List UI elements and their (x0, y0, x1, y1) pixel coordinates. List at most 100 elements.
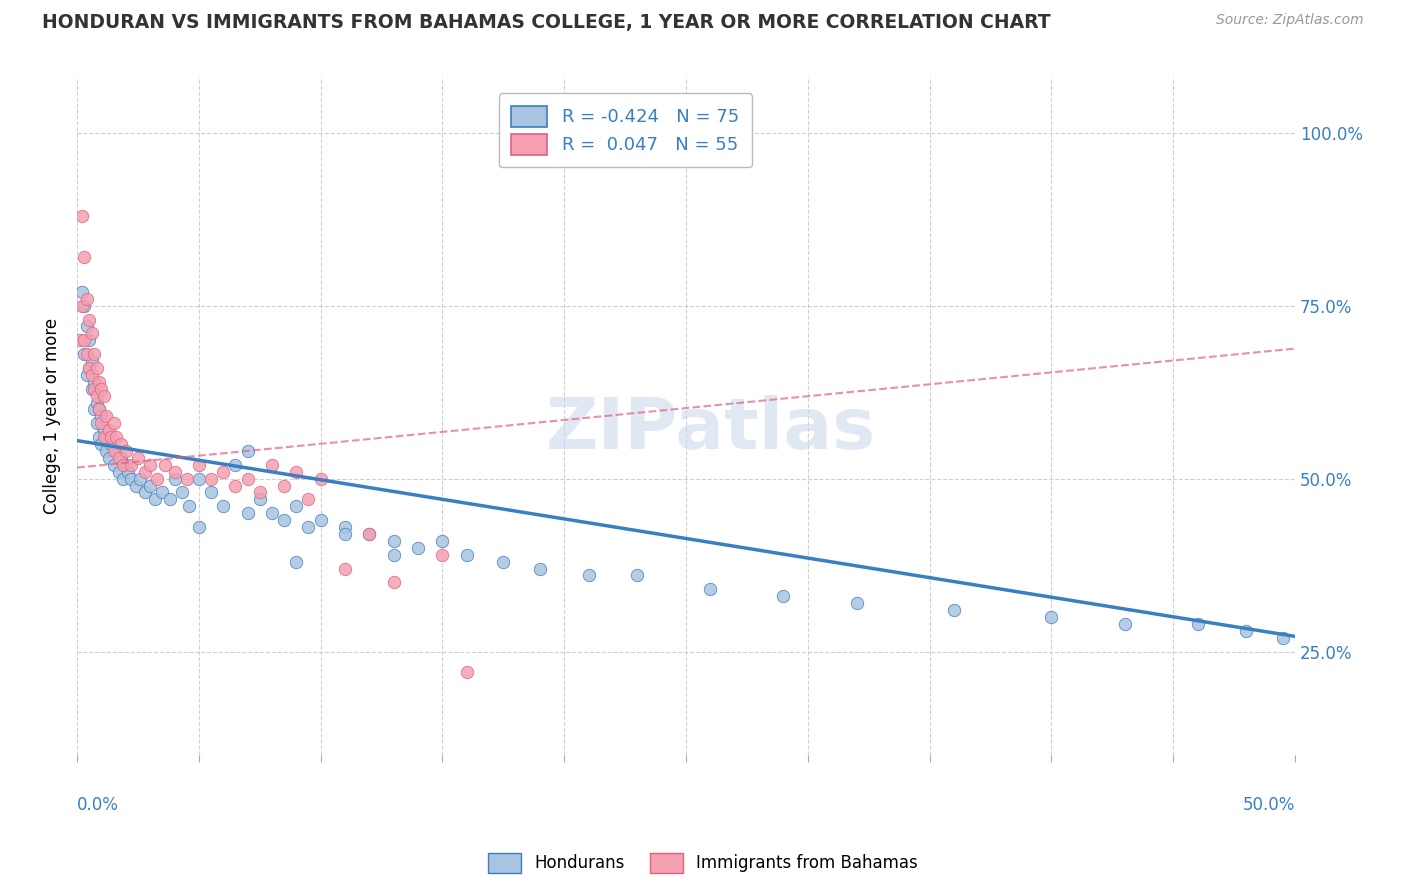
Point (70, 209, 93, 223)
Point (273, 478, 295, 492)
Point (159, 492, 181, 507)
Point (150, 485, 173, 500)
Point (139, 478, 162, 492)
Point (260, 506, 283, 520)
Point (120, 472, 142, 486)
Point (845, 596, 868, 610)
Point (153, 458, 176, 472)
Point (187, 458, 209, 472)
Point (83, 382, 105, 396)
Point (134, 465, 156, 479)
Point (163, 465, 186, 479)
Point (100, 437, 122, 451)
Y-axis label: College, 1 year or more: College, 1 year or more (44, 318, 60, 515)
Point (103, 417, 125, 431)
Point (96, 409, 118, 424)
Point (432, 548, 454, 562)
Point (134, 485, 156, 500)
Point (93, 389, 115, 403)
Point (86, 395, 108, 409)
Point (103, 458, 125, 472)
Point (76, 319, 98, 334)
Point (456, 548, 478, 562)
Point (73, 250, 96, 264)
Point (87, 402, 110, 417)
Point (200, 472, 222, 486)
Point (260, 458, 283, 472)
Text: 0.0%: 0.0% (77, 796, 120, 814)
Point (187, 520, 209, 534)
Point (176, 472, 198, 486)
Point (1234, 624, 1257, 638)
Point (77, 361, 100, 376)
Point (626, 568, 648, 582)
Point (1187, 616, 1209, 631)
Point (70, 285, 93, 299)
Point (772, 589, 794, 603)
Point (200, 485, 222, 500)
Point (297, 520, 319, 534)
Point (187, 472, 209, 486)
Point (110, 437, 132, 451)
Point (382, 533, 405, 548)
Point (112, 458, 135, 472)
Point (179, 500, 201, 514)
Point (236, 506, 259, 520)
Point (103, 444, 125, 458)
Point (83, 375, 105, 389)
Point (163, 472, 186, 486)
Point (309, 472, 332, 486)
Point (114, 458, 136, 472)
Point (212, 500, 235, 514)
Point (212, 465, 235, 479)
Point (77, 312, 100, 326)
Point (73, 334, 96, 348)
Text: Source: ZipAtlas.com: Source: ZipAtlas.com (1216, 13, 1364, 28)
Point (90, 437, 112, 451)
Point (83, 347, 105, 361)
Point (117, 465, 139, 479)
Point (333, 561, 356, 575)
Point (114, 444, 136, 458)
Point (170, 485, 193, 500)
Point (224, 478, 246, 492)
Point (943, 603, 966, 617)
Point (87, 375, 110, 389)
Point (80, 326, 103, 341)
Point (139, 458, 162, 472)
Point (120, 458, 142, 472)
Point (285, 465, 308, 479)
Point (83, 402, 105, 417)
Point (87, 402, 110, 417)
Text: 50.0%: 50.0% (1243, 796, 1295, 814)
Point (1271, 631, 1294, 645)
Point (77, 334, 100, 348)
Point (96, 430, 118, 444)
Point (699, 582, 721, 597)
Point (406, 541, 429, 555)
Point (309, 513, 332, 527)
Point (529, 561, 551, 575)
Legend: R = -0.424   N = 75, R =  0.047   N = 55: R = -0.424 N = 75, R = 0.047 N = 55 (499, 94, 752, 168)
Point (76, 347, 98, 361)
Point (124, 478, 146, 492)
Point (86, 389, 108, 403)
Point (86, 417, 108, 431)
Point (333, 527, 356, 541)
Point (96, 444, 118, 458)
Point (143, 492, 166, 507)
Text: HONDURAN VS IMMIGRANTS FROM BAHAMAS COLLEGE, 1 YEAR OR MORE CORRELATION CHART: HONDURAN VS IMMIGRANTS FROM BAHAMAS COLL… (42, 13, 1050, 32)
Point (285, 555, 308, 569)
Point (100, 430, 122, 444)
Point (73, 347, 96, 361)
Point (86, 361, 108, 376)
Point (107, 465, 129, 479)
Point (1040, 610, 1063, 624)
Legend: Hondurans, Immigrants from Bahamas: Hondurans, Immigrants from Bahamas (481, 847, 925, 880)
Point (80, 354, 103, 368)
Point (97, 423, 120, 437)
Point (382, 548, 405, 562)
Point (146, 472, 169, 486)
Point (578, 568, 600, 582)
Point (285, 500, 308, 514)
